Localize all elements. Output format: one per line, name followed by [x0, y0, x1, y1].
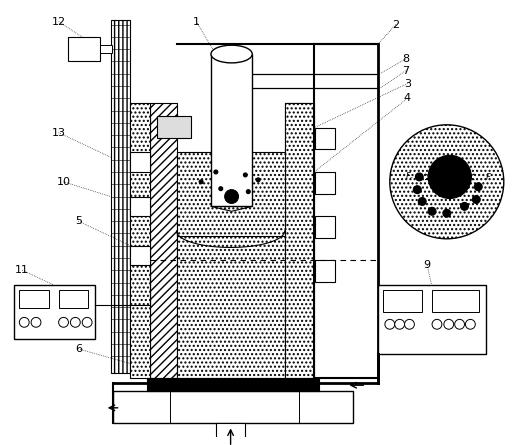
Text: 9: 9: [423, 260, 431, 270]
Text: 11: 11: [15, 265, 29, 275]
Bar: [315, 216, 335, 238]
Bar: [147, 378, 319, 391]
Circle shape: [416, 173, 423, 181]
Bar: [432, 290, 479, 311]
Text: 4: 4: [404, 93, 411, 103]
Circle shape: [395, 320, 404, 329]
Circle shape: [461, 202, 469, 210]
Bar: [285, 103, 314, 378]
Bar: [378, 285, 486, 354]
Bar: [130, 103, 150, 378]
Circle shape: [225, 190, 238, 203]
Text: 12: 12: [51, 16, 66, 27]
Bar: [211, 54, 252, 206]
Bar: [59, 290, 88, 307]
Text: 5: 5: [75, 216, 82, 226]
Circle shape: [82, 317, 92, 327]
Bar: [130, 246, 150, 265]
Circle shape: [256, 178, 260, 182]
Ellipse shape: [211, 45, 252, 63]
Circle shape: [474, 183, 482, 190]
Circle shape: [463, 170, 471, 178]
Circle shape: [219, 187, 223, 190]
Bar: [176, 231, 285, 378]
Circle shape: [404, 320, 414, 329]
Bar: [315, 172, 335, 194]
Circle shape: [243, 173, 248, 177]
Circle shape: [214, 170, 218, 174]
Circle shape: [59, 317, 68, 327]
Circle shape: [70, 317, 80, 327]
Circle shape: [432, 320, 442, 329]
Circle shape: [472, 195, 480, 203]
Circle shape: [246, 190, 250, 194]
Text: 13: 13: [51, 128, 66, 138]
Bar: [19, 290, 49, 307]
Circle shape: [465, 320, 475, 329]
Text: $F_r$: $F_r$: [405, 170, 414, 183]
Circle shape: [413, 186, 421, 194]
Circle shape: [428, 155, 471, 198]
Bar: [216, 423, 245, 442]
Bar: [315, 128, 335, 150]
Circle shape: [443, 209, 450, 217]
Bar: [113, 391, 354, 423]
Circle shape: [428, 207, 436, 215]
Bar: [68, 37, 100, 61]
Bar: [315, 260, 335, 282]
Circle shape: [444, 320, 454, 329]
Bar: [100, 45, 112, 53]
Circle shape: [418, 198, 426, 206]
Circle shape: [199, 180, 203, 184]
Circle shape: [19, 317, 29, 327]
Text: 2: 2: [392, 20, 399, 29]
Bar: [383, 290, 422, 311]
Text: 1: 1: [193, 16, 200, 27]
Bar: [130, 152, 150, 172]
Circle shape: [385, 320, 395, 329]
Text: 7: 7: [402, 66, 409, 76]
Bar: [130, 197, 150, 216]
Bar: [157, 116, 191, 138]
Circle shape: [455, 320, 464, 329]
Text: 6: 6: [75, 344, 82, 354]
Text: 3: 3: [404, 78, 411, 89]
Bar: [111, 20, 130, 373]
Circle shape: [390, 125, 504, 239]
Text: 8: 8: [402, 54, 409, 64]
Bar: [150, 103, 176, 378]
Circle shape: [31, 317, 41, 327]
Bar: [285, 103, 311, 378]
Bar: [14, 285, 95, 339]
Bar: [176, 152, 285, 236]
Text: $F$: $F$: [484, 171, 491, 182]
Text: 10: 10: [57, 177, 70, 187]
